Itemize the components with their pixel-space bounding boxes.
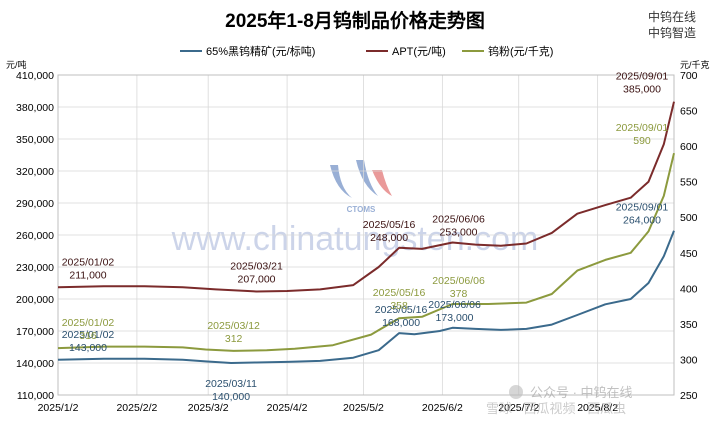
plot-frame	[57, 74, 675, 396]
x-tick-label: 2025/2/2	[116, 402, 157, 414]
data-label-value: 207,000	[238, 274, 276, 286]
data-label-date: 2025/03/21	[230, 261, 283, 273]
right-y-tick-label: 450	[680, 248, 698, 260]
chart-title: 2025年1-8月钨制品价格走势图	[225, 9, 485, 32]
data-label-value: 590	[633, 135, 651, 147]
left-y-tick-label: 110,000	[17, 390, 54, 402]
ctoms-logo-watermark: CTOMS	[330, 160, 392, 214]
x-tick-label: 2025/7/2	[498, 402, 539, 414]
data-label-date: 2025/01/02	[62, 256, 115, 268]
data-label-date: 2025/03/11	[205, 378, 257, 390]
data-label-value: 378	[450, 288, 468, 300]
data-label-date: 2025/01/02	[62, 317, 115, 329]
data-label-value: 140,000	[212, 391, 250, 403]
series-line-2	[57, 101, 675, 293]
legend-label-1: 65%黑钨精矿(元/标吨)	[206, 44, 315, 58]
left-y-tick-label: 410,000	[16, 70, 54, 82]
left-y-tick-label: 170,000	[16, 326, 54, 338]
data-label-date: 2025/09/01	[616, 122, 669, 134]
data-label-date: 2025/05/16	[373, 287, 426, 299]
corner-watermark-text: 雪球 · 西瓜视频 · 西瓜虫	[486, 401, 626, 416]
right-y-tick-label: 350	[680, 319, 698, 331]
data-label-value: 173,000	[436, 312, 474, 324]
series-line-3	[57, 152, 675, 352]
left-y-tick-label: 260,000	[16, 230, 54, 242]
x-tick-label: 2025/6/2	[422, 402, 463, 414]
left-y-tick-label: 230,000	[16, 262, 54, 274]
wechat-watermark: 公众号 · 中钨在线	[509, 385, 633, 400]
left-y-tick-label: 320,000	[16, 166, 54, 178]
brand-text-top: 中钨在线	[648, 9, 696, 24]
left-y-tick-label: 200,000	[16, 294, 54, 306]
left-y-tick-label: 380,000	[16, 102, 54, 114]
x-tick-label: 2025/3/2	[188, 402, 229, 414]
x-tick-label: 2025/8/2	[577, 402, 618, 414]
legend: 65%黑钨精矿(元/标吨) APT(元/吨) 钨粉(元/千克)	[180, 44, 553, 58]
data-label-date: 2025/05/16	[363, 219, 416, 231]
data-label-date: 2025/06/06	[432, 275, 485, 287]
brand-text-bottom: 中钨智造	[648, 25, 696, 40]
data-label-value: 312	[225, 333, 243, 345]
data-label-date: 2025/06/06	[428, 299, 481, 311]
website-watermark: www.chinatungsten.com	[171, 220, 539, 258]
right-y-tick-label: 400	[680, 283, 698, 295]
data-label-value: 168,000	[382, 317, 420, 329]
series-lines	[57, 101, 675, 364]
data-label-value: 385,000	[623, 84, 661, 96]
data-label-value: 143,000	[69, 342, 107, 354]
right-y-tick-label: 700	[680, 70, 698, 82]
data-label-date: 2025/09/01	[616, 202, 669, 214]
right-y-tick-label: 600	[680, 141, 698, 153]
right-y-tick-label: 650	[680, 106, 698, 118]
right-y-tick-label: 250	[680, 390, 698, 402]
data-label-date: 2025/01/02	[62, 329, 115, 341]
x-tick-label: 2025/4/2	[267, 402, 308, 414]
x-tick-label: 2025/5/2	[343, 402, 384, 414]
ctoms-logo-text: CTOMS	[347, 205, 376, 214]
wechat-watermark-text: 公众号 · 中钨在线	[530, 385, 633, 400]
data-label-value: 211,000	[69, 269, 106, 281]
right-y-tick-label: 550	[680, 177, 698, 189]
data-label-date: 2025/06/06	[432, 213, 485, 225]
left-y-tick-label: 350,000	[16, 134, 54, 146]
data-label-date: 2025/05/16	[375, 304, 428, 316]
data-labels: 2025/01/02143,0002025/03/11140,0002025/0…	[62, 71, 669, 403]
series-line-1	[57, 230, 675, 364]
wechat-icon	[509, 385, 523, 399]
data-label-date: 2025/09/01	[616, 71, 669, 83]
axes: 110,000 140,000 170,000 200,000 230,000 260,0…	[16, 70, 698, 414]
legend-label-3: 钨粉(元/千克)	[488, 45, 553, 58]
legend-label-2: APT(元/吨)	[392, 45, 446, 58]
left-y-tick-label: 290,000	[16, 198, 54, 210]
left-y-tick-label: 140,000	[16, 358, 54, 370]
data-label-value: 253,000	[440, 226, 478, 238]
right-y-tick-label: 500	[680, 212, 698, 224]
x-tick-label: 2025/1/2	[38, 402, 79, 414]
data-label-value: 264,000	[623, 215, 661, 227]
data-label-value: 358	[390, 300, 408, 312]
data-label-date: 2025/03/12	[207, 320, 260, 332]
left-axis-unit: 元/吨	[6, 59, 27, 70]
data-label-value: 248,000	[370, 232, 408, 244]
right-axis-unit: 元/千克	[680, 60, 710, 70]
right-y-tick-label: 300	[680, 354, 698, 366]
data-label-value: 316	[79, 330, 97, 342]
